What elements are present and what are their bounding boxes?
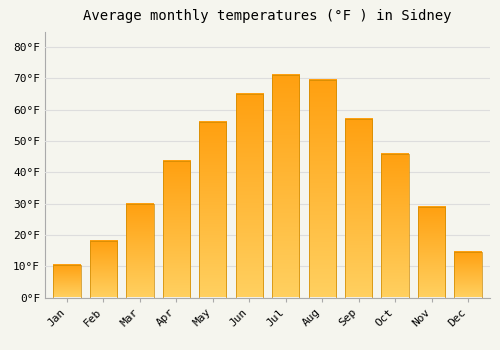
Bar bbox=[236, 94, 263, 298]
Title: Average monthly temperatures (°F ) in Sidney: Average monthly temperatures (°F ) in Si… bbox=[83, 9, 452, 23]
Bar bbox=[308, 80, 336, 298]
Bar bbox=[162, 161, 190, 298]
Bar bbox=[272, 75, 299, 298]
Bar bbox=[382, 154, 409, 298]
Bar bbox=[90, 241, 117, 298]
Bar bbox=[199, 122, 226, 298]
Bar bbox=[418, 207, 446, 298]
Bar bbox=[345, 119, 372, 298]
Bar bbox=[454, 252, 482, 298]
Bar bbox=[126, 204, 154, 298]
Bar bbox=[53, 265, 80, 298]
